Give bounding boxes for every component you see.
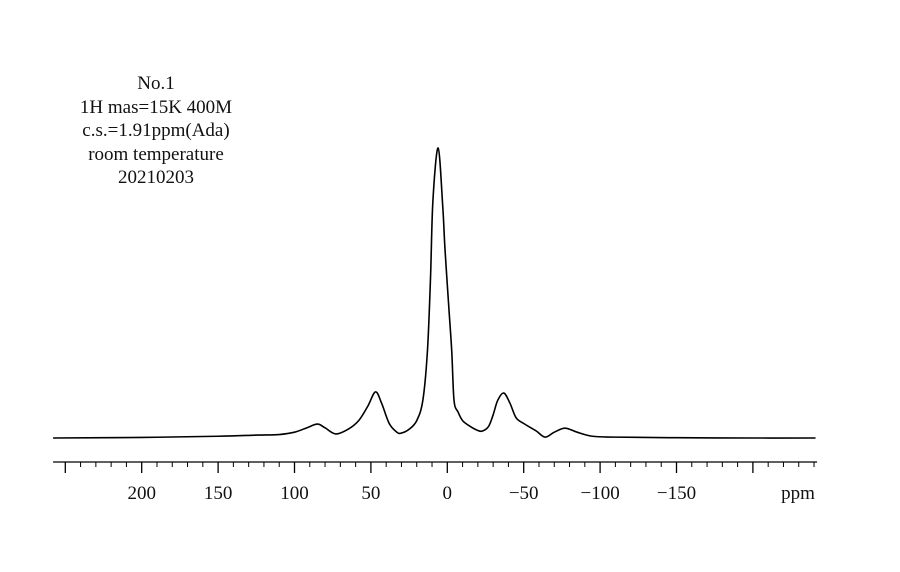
annotation-date: 20210203 — [118, 167, 194, 188]
x-tick-label: 150 — [204, 483, 233, 504]
annotation-experiment: 1H mas=15K 400M — [79, 96, 233, 118]
x-tick-label: −50 — [509, 483, 539, 504]
x-tick-label: 200 — [127, 483, 156, 504]
annotation-temperature: room temperature — [88, 143, 224, 165]
spectrum-line — [53, 147, 816, 439]
x-tick-label: 100 — [280, 483, 309, 504]
x-tick-labels: 200 150 100 50 0 −50 −100 −150 — [127, 483, 696, 504]
annotation-chemical-shift: c.s.=1.91ppm(Ada) — [82, 120, 230, 141]
x-tick-label: 50 — [361, 483, 380, 504]
x-axis — [53, 461, 818, 473]
x-tick-label: −100 — [580, 483, 619, 504]
x-axis-label: ppm — [781, 483, 815, 504]
annotation-sample: No.1 — [137, 73, 175, 94]
x-tick-label: 0 — [443, 483, 453, 504]
x-tick-label: −150 — [657, 483, 696, 504]
spectrum-annotation: No.1 1H mas=15K 400M c.s.=1.91ppm(Ada) r… — [36, 72, 276, 190]
